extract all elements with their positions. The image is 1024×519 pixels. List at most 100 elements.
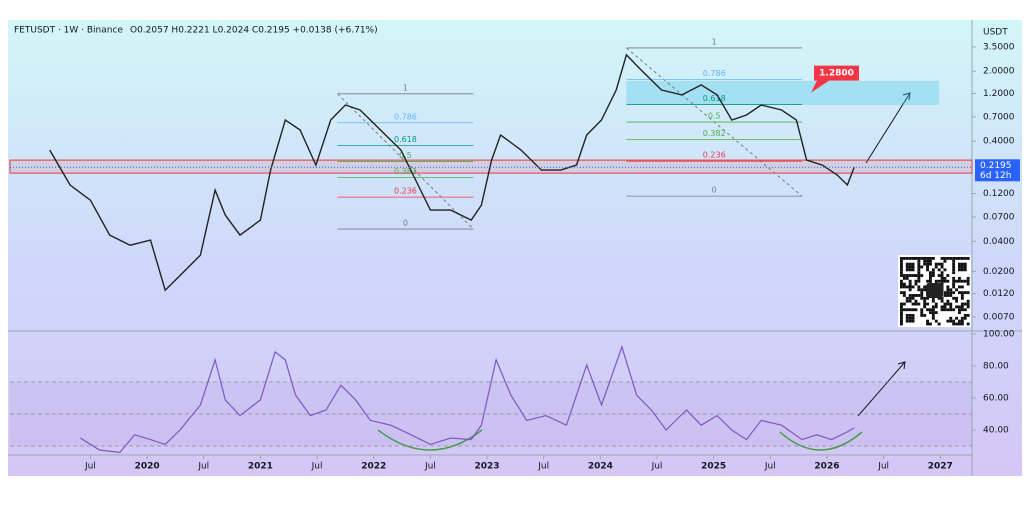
y-tick-label: 80.00 bbox=[983, 361, 1009, 371]
qr-module bbox=[960, 257, 964, 260]
callout-label: 1.2800 bbox=[819, 69, 854, 79]
qr-module bbox=[900, 285, 903, 289]
x-tick-label: Jul bbox=[651, 462, 663, 472]
qr-module bbox=[960, 296, 964, 300]
qr-module bbox=[943, 308, 947, 312]
x-tick-label: 2020 bbox=[135, 462, 160, 472]
qr-module bbox=[920, 314, 924, 317]
qr-module bbox=[960, 308, 964, 312]
qr-module bbox=[931, 257, 935, 260]
qr-module bbox=[911, 319, 915, 323]
qr-module bbox=[963, 257, 967, 260]
qr-module bbox=[966, 282, 970, 286]
x-tick-label: 2021 bbox=[248, 462, 273, 472]
qr-module bbox=[949, 305, 953, 309]
qr-module bbox=[926, 296, 929, 300]
qr-module bbox=[911, 316, 915, 320]
qr-module bbox=[923, 259, 927, 263]
qr-module bbox=[900, 305, 903, 309]
qr-module bbox=[940, 279, 944, 283]
qr-module bbox=[946, 299, 950, 303]
qr-module bbox=[963, 314, 967, 317]
qr-module bbox=[960, 262, 964, 266]
qr-module bbox=[955, 279, 958, 283]
qr-module bbox=[908, 268, 912, 272]
qr-module bbox=[905, 257, 909, 260]
qr-module bbox=[963, 308, 967, 312]
qr-module bbox=[966, 291, 970, 295]
fib-label: 0.618 bbox=[703, 94, 726, 103]
qr-module bbox=[960, 268, 964, 272]
qr-module bbox=[908, 299, 912, 303]
rounding-bottom-arc bbox=[377, 429, 483, 451]
qr-module bbox=[946, 288, 950, 292]
x-tick-label: 2025 bbox=[701, 462, 726, 472]
qr-module bbox=[900, 271, 903, 275]
qr-module bbox=[902, 294, 906, 297]
qr-module bbox=[949, 319, 953, 323]
qr-module bbox=[908, 257, 912, 260]
qr-module bbox=[949, 316, 953, 320]
qr-module bbox=[952, 279, 956, 283]
fib-label: 0.236 bbox=[703, 151, 726, 160]
qr-module bbox=[952, 319, 956, 323]
qr-module bbox=[955, 257, 958, 260]
qr-module bbox=[929, 322, 932, 326]
qr-module bbox=[923, 262, 927, 266]
qr-module bbox=[937, 322, 941, 326]
qr-module bbox=[940, 262, 944, 266]
qr-module bbox=[929, 279, 932, 283]
qr-module bbox=[960, 319, 964, 323]
qr-module bbox=[934, 305, 938, 309]
chart-title: FETUSDT · 1W · Binance bbox=[14, 26, 123, 36]
qr-module bbox=[905, 285, 909, 289]
qr-module bbox=[960, 279, 964, 283]
qr-module bbox=[917, 276, 921, 280]
qr-module bbox=[931, 296, 935, 300]
qr-module bbox=[966, 305, 970, 309]
qr-module bbox=[960, 316, 964, 320]
qr-module bbox=[929, 308, 932, 312]
y-tick-label: 60.00 bbox=[983, 394, 1009, 404]
qr-module bbox=[908, 296, 912, 300]
qr-module bbox=[908, 314, 912, 317]
qr-module bbox=[955, 296, 958, 300]
qr-module bbox=[940, 274, 944, 277]
qr-module bbox=[940, 271, 944, 275]
qr-module bbox=[926, 257, 929, 260]
qr-module bbox=[920, 308, 924, 312]
qr-module bbox=[943, 268, 947, 272]
qr-module bbox=[943, 276, 947, 280]
qr-module bbox=[911, 308, 915, 312]
qr-module bbox=[949, 294, 953, 297]
y-tick-label: 2.0000 bbox=[983, 67, 1015, 77]
qr-module bbox=[911, 274, 915, 277]
qr-module bbox=[917, 257, 921, 260]
qr-module bbox=[926, 279, 929, 283]
qr-module bbox=[920, 291, 924, 295]
y-tick-label: 0.1200 bbox=[983, 189, 1015, 199]
qr-module bbox=[943, 302, 947, 306]
qr-module bbox=[963, 262, 967, 266]
qr-module bbox=[920, 257, 924, 260]
qr-module bbox=[911, 314, 915, 317]
qr-module bbox=[926, 319, 929, 323]
qr-module bbox=[960, 294, 964, 297]
qr-module bbox=[952, 271, 956, 275]
x-tick-label: 2022 bbox=[361, 462, 386, 472]
last-price-label: 0.2195 bbox=[980, 161, 1012, 171]
y-tick-label: 100.00 bbox=[983, 329, 1015, 339]
qr-module bbox=[960, 285, 964, 289]
qr-module bbox=[908, 319, 912, 323]
qr-module bbox=[952, 296, 956, 300]
qr-module bbox=[946, 279, 950, 283]
qr-module bbox=[911, 265, 915, 269]
qr-module bbox=[923, 314, 927, 317]
x-tick-label: Jul bbox=[877, 462, 889, 472]
qr-module bbox=[917, 302, 921, 306]
x-tick-label: Jul bbox=[197, 462, 209, 472]
qr-module bbox=[952, 265, 956, 269]
qr-module bbox=[900, 314, 903, 317]
